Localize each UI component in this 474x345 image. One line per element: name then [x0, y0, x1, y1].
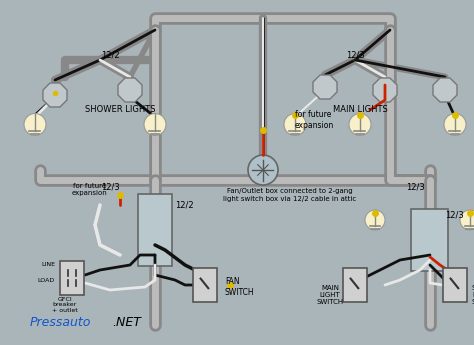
- Circle shape: [365, 210, 385, 230]
- FancyBboxPatch shape: [138, 194, 172, 266]
- Text: for future
expansion: for future expansion: [295, 110, 334, 130]
- Text: for future
expansion: for future expansion: [72, 184, 108, 197]
- FancyBboxPatch shape: [60, 261, 84, 295]
- Text: .NET: .NET: [112, 316, 141, 329]
- Text: 12/2: 12/2: [175, 200, 193, 209]
- Polygon shape: [373, 78, 397, 102]
- Text: 12/3: 12/3: [346, 50, 365, 59]
- Circle shape: [284, 114, 306, 136]
- Text: SHOWER
LIGHT
SWITCH: SHOWER LIGHT SWITCH: [472, 285, 474, 305]
- Text: MAIN LIGHTS: MAIN LIGHTS: [333, 106, 387, 115]
- Circle shape: [349, 114, 371, 136]
- FancyBboxPatch shape: [411, 209, 448, 271]
- Text: MAIN
LIGHT
SWITCH: MAIN LIGHT SWITCH: [317, 285, 344, 305]
- Text: Fan/Outlet box connected to 2-gang
light switch box via 12/2 cable in attic: Fan/Outlet box connected to 2-gang light…: [223, 188, 356, 201]
- Circle shape: [460, 210, 474, 230]
- Polygon shape: [43, 83, 67, 107]
- Text: LINE: LINE: [41, 263, 55, 267]
- FancyBboxPatch shape: [343, 268, 367, 302]
- Text: 12/2: 12/2: [100, 50, 119, 59]
- Text: FAN
SWITCH: FAN SWITCH: [225, 277, 255, 297]
- Circle shape: [24, 114, 46, 136]
- Polygon shape: [433, 78, 457, 102]
- Circle shape: [248, 155, 278, 185]
- Text: Pressauto: Pressauto: [30, 316, 91, 329]
- Text: 12/3: 12/3: [100, 183, 119, 191]
- Polygon shape: [118, 78, 142, 102]
- Text: SHOWER LIGHTS: SHOWER LIGHTS: [85, 106, 155, 115]
- Text: 12/3: 12/3: [406, 183, 424, 191]
- Polygon shape: [313, 75, 337, 99]
- Text: LOAD: LOAD: [38, 277, 55, 283]
- Text: GFCI
breaker
+ outlet: GFCI breaker + outlet: [52, 297, 78, 313]
- Text: 12/3: 12/3: [445, 210, 464, 219]
- FancyBboxPatch shape: [193, 268, 217, 302]
- Circle shape: [144, 114, 166, 136]
- Circle shape: [444, 114, 466, 136]
- FancyBboxPatch shape: [443, 268, 467, 302]
